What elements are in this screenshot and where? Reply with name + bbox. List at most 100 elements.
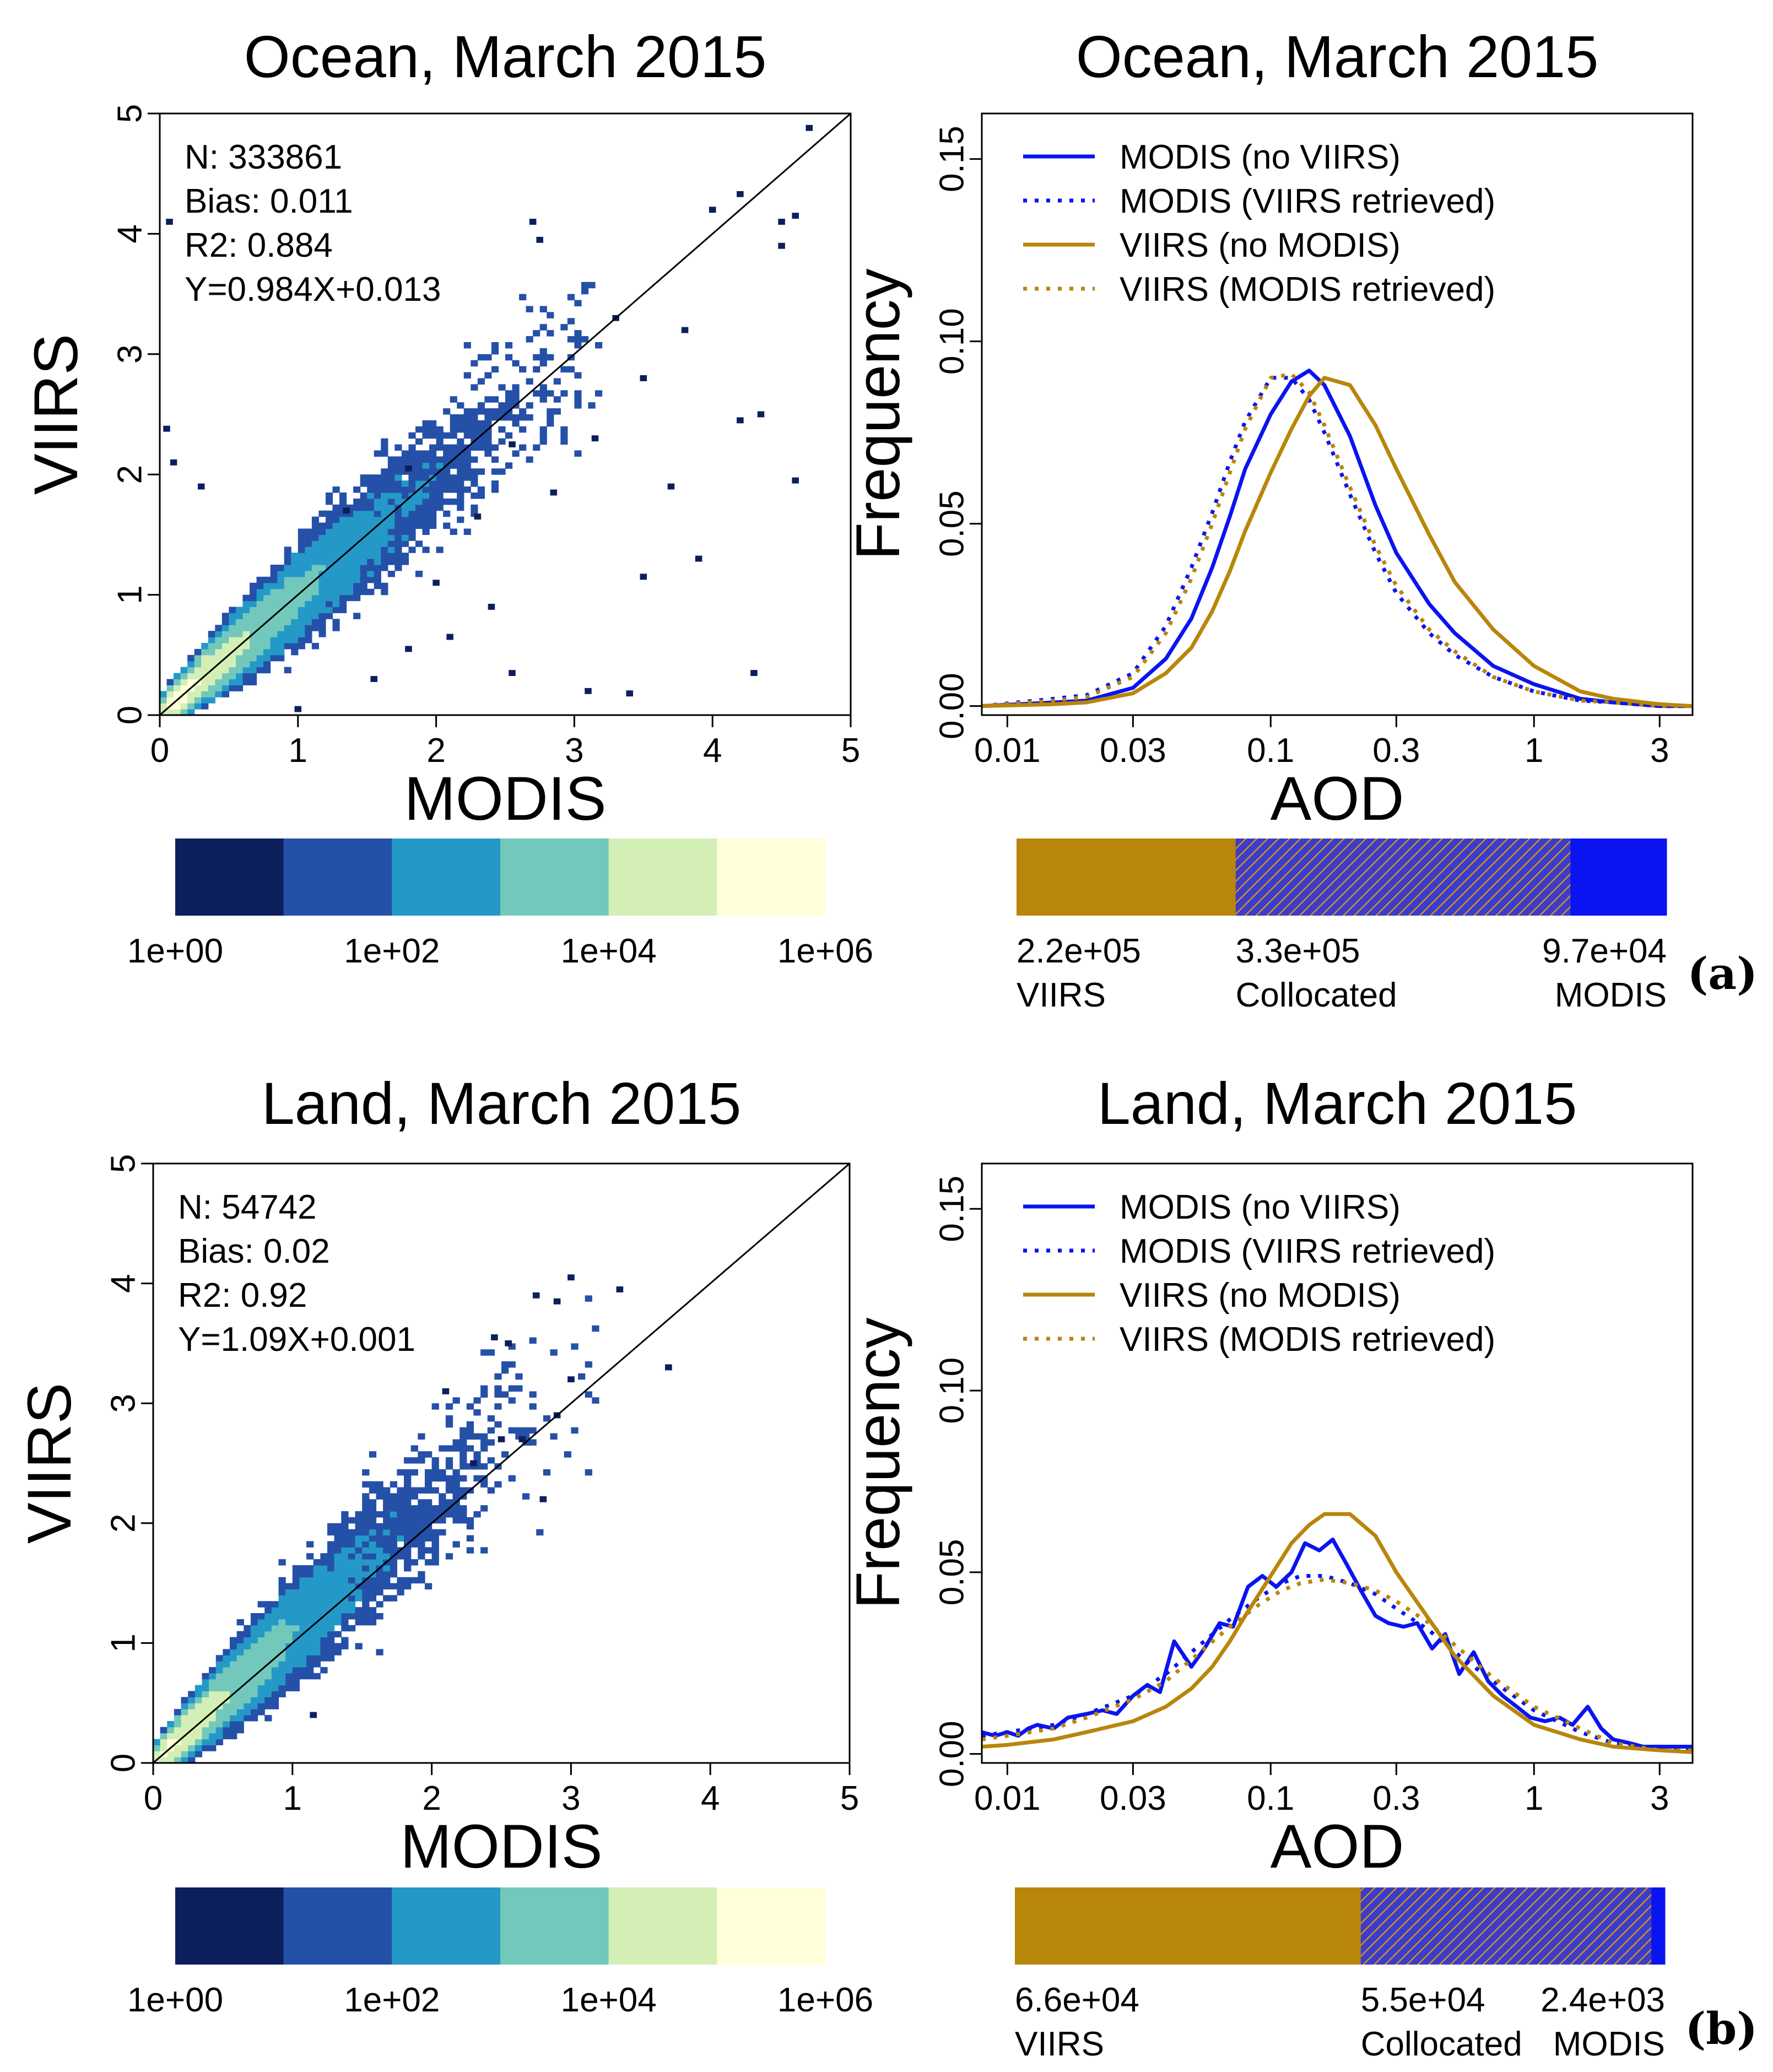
density-cell [369, 1577, 377, 1584]
density-cell [471, 360, 478, 367]
density-cell [362, 1505, 370, 1512]
density-cell [320, 1577, 328, 1584]
density-cell [235, 625, 244, 631]
panel-label: (b) [1685, 2003, 1758, 2054]
density-cell [299, 1637, 307, 1643]
outlier-point [567, 1376, 575, 1383]
outlier-point [446, 634, 453, 640]
density-cell [320, 1607, 328, 1614]
density-cell [439, 1505, 446, 1512]
outlier-point [750, 670, 758, 677]
density-cell [450, 414, 457, 421]
outlier-point [709, 207, 716, 213]
density-cell [202, 1739, 209, 1745]
density-cell [250, 1667, 258, 1674]
y-tick-label: 0 [104, 1754, 142, 1772]
density-cell [257, 1703, 265, 1709]
density-cell [202, 1691, 209, 1697]
density-cell [484, 420, 492, 427]
density-cell [452, 1511, 460, 1518]
density-cell [374, 540, 381, 547]
density-cell [256, 600, 264, 608]
x-tick-label: 0 [150, 732, 169, 770]
density-cell [236, 1697, 244, 1703]
density-cell [533, 330, 540, 337]
density-cell [480, 1463, 488, 1470]
density-cell [167, 1727, 175, 1734]
density-cell [418, 1535, 425, 1542]
density-cell [278, 1637, 286, 1643]
density-cell [341, 1583, 349, 1590]
density-cell [306, 1655, 314, 1662]
density-cell [429, 468, 437, 475]
density-cell [408, 468, 416, 475]
density-cell [581, 282, 589, 289]
density-cell [519, 408, 527, 415]
density-cell [187, 661, 195, 668]
density-cell [445, 1475, 453, 1482]
outlier-point [536, 236, 543, 243]
density-cell [560, 432, 568, 439]
density-cell [194, 697, 202, 704]
density-cell [360, 588, 367, 596]
density-cell [443, 480, 451, 487]
density-cell [480, 1433, 488, 1440]
density-cell [374, 450, 381, 457]
density-cell [341, 1607, 349, 1614]
one-to-one-line [159, 112, 851, 716]
density-cell [221, 642, 229, 650]
density-cell [174, 1733, 182, 1740]
density-cell [429, 480, 437, 487]
density-cell [505, 396, 513, 403]
density-cell [313, 1583, 321, 1590]
density-cell [381, 547, 388, 553]
density-cell [429, 426, 437, 433]
density-cell [299, 1607, 307, 1614]
density-cell [487, 1349, 495, 1356]
count-label: Collocated [1361, 2025, 1522, 2063]
density-cell [360, 510, 367, 517]
density-cell [355, 1559, 363, 1566]
density-cell [202, 1745, 209, 1751]
density-cell [334, 1541, 342, 1548]
outlier-point [518, 1436, 526, 1442]
density-cell [325, 540, 333, 547]
density-cell [257, 1601, 265, 1608]
density-cell [362, 1511, 370, 1518]
density-cell [270, 642, 278, 650]
density-cell [285, 1607, 293, 1614]
density-cell [457, 414, 464, 421]
density-cell [270, 582, 278, 589]
density-cell [498, 426, 506, 433]
density-cell [560, 390, 568, 397]
density-cell [415, 438, 423, 445]
density-cell [477, 444, 485, 451]
density-cell [325, 510, 333, 517]
density-cell [422, 504, 430, 511]
density-cell [341, 1571, 349, 1578]
density-cell [471, 432, 478, 439]
density-cell [332, 486, 340, 493]
density-cell [387, 534, 395, 541]
density-cell [574, 450, 582, 457]
density-cell [383, 1571, 391, 1578]
density-cell [306, 1589, 314, 1595]
density-cell [487, 1439, 495, 1446]
density-cell [512, 414, 520, 421]
density-cell [242, 613, 250, 619]
density-cell [201, 703, 209, 710]
density-cell [443, 522, 451, 529]
density-cell [508, 1343, 516, 1350]
density-cell [450, 420, 457, 427]
density-cell [215, 1661, 223, 1668]
density-cell [410, 1469, 418, 1476]
density-cell [257, 1613, 265, 1620]
density-cell [397, 1523, 404, 1530]
density-cell [397, 1553, 404, 1560]
density-cell [230, 1649, 237, 1656]
density-cell [460, 1475, 467, 1482]
density-cell [257, 1649, 265, 1656]
density-cell [188, 1709, 196, 1716]
density-cell [264, 1673, 272, 1680]
density-cell [445, 1421, 453, 1428]
